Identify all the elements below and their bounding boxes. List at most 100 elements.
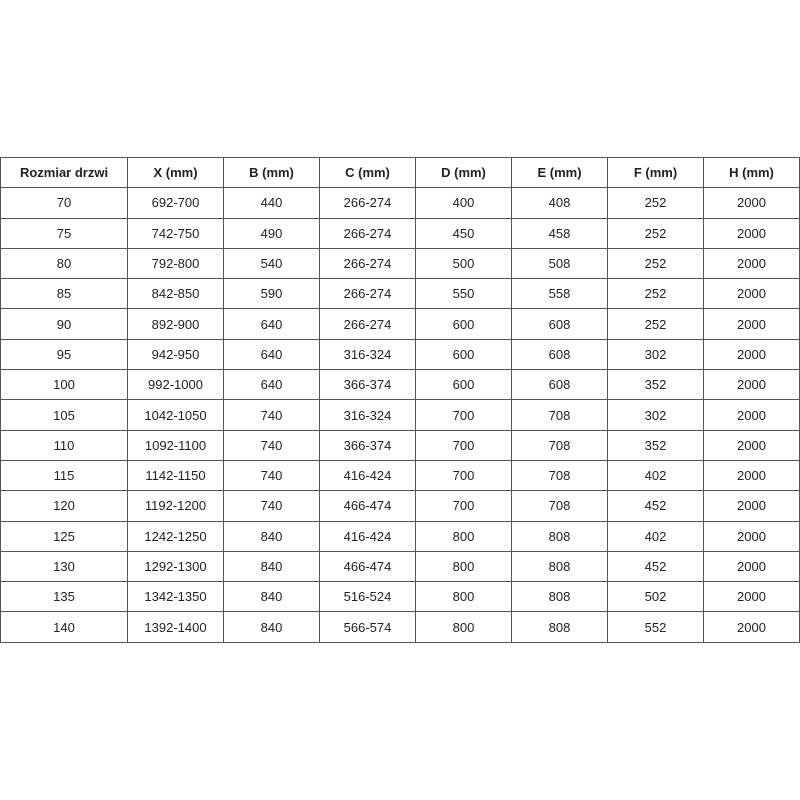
table-cell: 700 bbox=[415, 429, 512, 461]
table-cell: 500 bbox=[415, 247, 512, 280]
table-cell: 590 bbox=[223, 278, 320, 310]
table-cell: 740 bbox=[223, 459, 320, 492]
column-header: C (mm) bbox=[319, 156, 416, 189]
table-cell: 2000 bbox=[703, 187, 800, 219]
table-cell: 2000 bbox=[703, 278, 800, 310]
table-cell: 600 bbox=[415, 369, 512, 401]
table-row: 100 992-1000 640 366-374 600 608 352 2000 bbox=[0, 369, 800, 401]
table-cell: 266-274 bbox=[319, 217, 416, 249]
table-cell: 840 bbox=[223, 550, 320, 583]
table-cell: 740 bbox=[223, 490, 320, 522]
table-cell: 608 bbox=[511, 308, 608, 340]
table-cell: 252 bbox=[607, 308, 704, 340]
table-cell: 1192-1200 bbox=[127, 490, 224, 522]
table-cell: 110 bbox=[0, 429, 128, 461]
table-cell: 252 bbox=[607, 217, 704, 249]
door-size-table: Rozmiar drzwi X (mm) B (mm) C (mm) D (mm) E (… bbox=[0, 156, 800, 643]
table-cell: 1142-1150 bbox=[127, 459, 224, 492]
table-cell: 700 bbox=[415, 399, 512, 431]
table-row: 70 692-700 440 266-274 400 408 252 2000 bbox=[0, 187, 800, 219]
table-cell: 366-374 bbox=[319, 429, 416, 461]
table-cell: 466-474 bbox=[319, 550, 416, 583]
table-cell: 502 bbox=[607, 581, 704, 613]
table-row: 130 1292-1300 840 466-474 800 808 452 2000 bbox=[0, 550, 800, 583]
table-cell: 266-274 bbox=[319, 247, 416, 280]
table-cell: 140 bbox=[0, 611, 128, 643]
table-cell: 740 bbox=[223, 399, 320, 431]
table-row: 125 1242-1250 840 416-424 800 808 402 2000 bbox=[0, 520, 800, 552]
table-cell: 840 bbox=[223, 520, 320, 552]
table-cell: 416-424 bbox=[319, 520, 416, 552]
table-cell: 892-900 bbox=[127, 308, 224, 340]
table-row: 75 742-750 490 266-274 450 458 252 2000 bbox=[0, 217, 800, 249]
table-cell: 2000 bbox=[703, 520, 800, 552]
table-cell: 640 bbox=[223, 338, 320, 371]
table-cell: 135 bbox=[0, 581, 128, 613]
table-cell: 2000 bbox=[703, 490, 800, 522]
table-cell: 708 bbox=[511, 490, 608, 522]
table-cell: 2000 bbox=[703, 338, 800, 371]
table-cell: 740 bbox=[223, 429, 320, 461]
column-header: Rozmiar drzwi bbox=[0, 156, 128, 189]
table-cell: 792-800 bbox=[127, 247, 224, 280]
table-cell: 125 bbox=[0, 520, 128, 552]
table-cell: 1242-1250 bbox=[127, 520, 224, 552]
table-cell: 640 bbox=[223, 308, 320, 340]
table-cell: 800 bbox=[415, 611, 512, 643]
table-cell: 90 bbox=[0, 308, 128, 340]
table-row: 95 942-950 640 316-324 600 608 302 2000 bbox=[0, 338, 800, 371]
table-cell: 115 bbox=[0, 459, 128, 492]
table-cell: 402 bbox=[607, 520, 704, 552]
column-header: F (mm) bbox=[607, 156, 704, 189]
column-header: D (mm) bbox=[415, 156, 512, 189]
table-row: 80 792-800 540 266-274 500 508 252 2000 bbox=[0, 247, 800, 280]
table-cell: 2000 bbox=[703, 399, 800, 431]
table-cell: 2000 bbox=[703, 611, 800, 643]
table-cell: 2000 bbox=[703, 369, 800, 401]
table-cell: 742-750 bbox=[127, 217, 224, 249]
table-cell: 516-524 bbox=[319, 581, 416, 613]
table-cell: 700 bbox=[415, 490, 512, 522]
table-cell: 2000 bbox=[703, 217, 800, 249]
table-cell: 550 bbox=[415, 278, 512, 310]
table-cell: 458 bbox=[511, 217, 608, 249]
table-cell: 808 bbox=[511, 581, 608, 613]
table-cell: 1392-1400 bbox=[127, 611, 224, 643]
table-cell: 400 bbox=[415, 187, 512, 219]
table-cell: 466-474 bbox=[319, 490, 416, 522]
table-row: 115 1142-1150 740 416-424 700 708 402 2000 bbox=[0, 459, 800, 492]
table-cell: 640 bbox=[223, 369, 320, 401]
table-cell: 2000 bbox=[703, 247, 800, 280]
table-cell: 302 bbox=[607, 338, 704, 371]
table-cell: 266-274 bbox=[319, 278, 416, 310]
table-cell: 708 bbox=[511, 399, 608, 431]
table-cell: 608 bbox=[511, 369, 608, 401]
table-cell: 490 bbox=[223, 217, 320, 249]
column-header: B (mm) bbox=[223, 156, 320, 189]
table-cell: 2000 bbox=[703, 308, 800, 340]
table-cell: 708 bbox=[511, 429, 608, 461]
table-row: 140 1392-1400 840 566-574 800 808 552 2000 bbox=[0, 611, 800, 643]
table-cell: 800 bbox=[415, 520, 512, 552]
table-cell: 608 bbox=[511, 338, 608, 371]
table-cell: 600 bbox=[415, 308, 512, 340]
table-cell: 80 bbox=[0, 247, 128, 280]
table-cell: 2000 bbox=[703, 429, 800, 461]
table-cell: 708 bbox=[511, 459, 608, 492]
table-cell: 252 bbox=[607, 187, 704, 219]
table-cell: 992-1000 bbox=[127, 369, 224, 401]
table-row: 120 1192-1200 740 466-474 700 708 452 2000 bbox=[0, 490, 800, 522]
column-header: X (mm) bbox=[127, 156, 224, 189]
table-cell: 1042-1050 bbox=[127, 399, 224, 431]
table-row: 135 1342-1350 840 516-524 800 808 502 2000 bbox=[0, 581, 800, 613]
table-cell: 75 bbox=[0, 217, 128, 249]
table-cell: 552 bbox=[607, 611, 704, 643]
table-cell: 402 bbox=[607, 459, 704, 492]
table-cell: 1092-1100 bbox=[127, 429, 224, 461]
table-cell: 692-700 bbox=[127, 187, 224, 219]
table-cell: 440 bbox=[223, 187, 320, 219]
table-cell: 808 bbox=[511, 520, 608, 552]
table-cell: 700 bbox=[415, 459, 512, 492]
table-cell: 800 bbox=[415, 550, 512, 583]
table-cell: 2000 bbox=[703, 550, 800, 583]
